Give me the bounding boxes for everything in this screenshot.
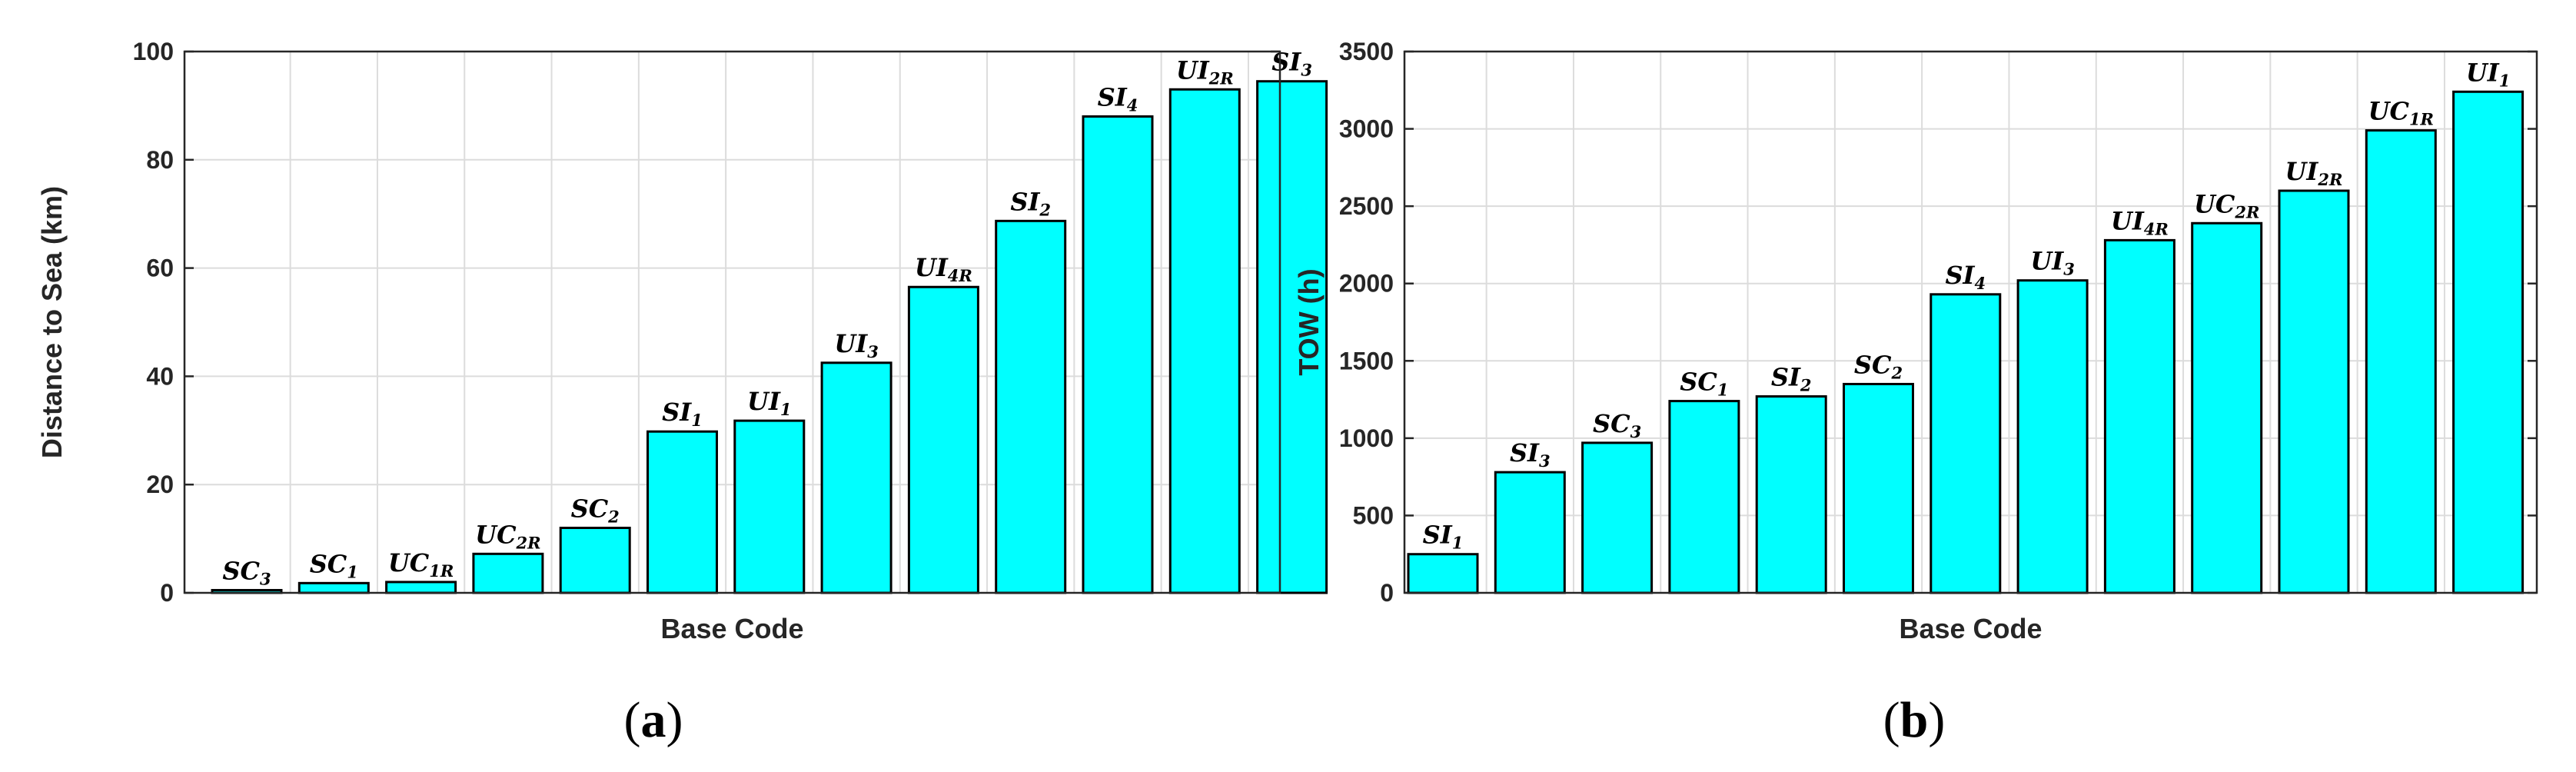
bar (2365, 129, 2437, 594)
bar (1668, 400, 1740, 594)
bar (907, 285, 979, 594)
y-axis-label: TOW (h) (1293, 268, 1325, 375)
bar (2191, 221, 2263, 594)
y-tick-label: 100 (133, 38, 174, 65)
bar-label: SI3 (1510, 438, 1551, 471)
y-tick-label: 80 (146, 146, 174, 174)
bar-label: UI4R (2111, 206, 2169, 238)
bar-label: UI1 (2466, 58, 2511, 90)
bar (1581, 441, 1654, 594)
bar (1494, 471, 1566, 594)
bar (995, 219, 1067, 594)
bar-label: UC2R (2194, 189, 2259, 221)
bar-label: SC2 (571, 494, 620, 527)
bar-label: UC1R (388, 548, 454, 581)
bar-label: SC2 (1854, 350, 1903, 382)
panel-label: (a) (624, 692, 683, 748)
panel-label: (b) (1883, 692, 1946, 748)
bar-label: UI3 (834, 329, 879, 361)
bar-label: SI4 (1945, 261, 1986, 293)
y-tick-label: 0 (160, 579, 174, 607)
bar (1407, 553, 1479, 594)
bar-label: SI3 (1271, 48, 1312, 80)
bar-label: SI2 (1771, 363, 1812, 395)
bar (1930, 293, 2002, 594)
plot-frame (1403, 50, 2538, 594)
y-tick-label: 500 (1353, 501, 1394, 529)
bar-label: UC1R (2368, 97, 2434, 129)
x-axis-label: Base Code (1899, 613, 2042, 644)
bar (472, 552, 544, 594)
x-axis-label: Base Code (660, 613, 803, 644)
bar (2278, 189, 2350, 594)
y-tick-label: 3000 (1339, 115, 1394, 143)
bar-label: SI2 (1010, 187, 1051, 219)
y-tick-label: 1000 (1339, 424, 1394, 452)
bar-label: SC1 (1680, 368, 1728, 400)
y-axis-label: Distance to Sea (km) (36, 186, 68, 458)
bar (1082, 115, 1154, 594)
bar (2103, 238, 2175, 594)
bar-label: SI4 (1098, 82, 1138, 115)
bar (2452, 90, 2524, 594)
bar-label: SI1 (662, 398, 703, 430)
bar-label: UI4R (915, 253, 972, 285)
bar (1256, 80, 1328, 594)
bar (646, 430, 718, 594)
chart-panel-b: 0 500 1000 1500 2000 2500 3000 3500 SI1 SI3 SC3 SC1… (1293, 38, 2538, 748)
bar-label: SI1 (1423, 521, 1464, 553)
y-tick-label: 3500 (1339, 38, 1394, 65)
bar (1168, 88, 1241, 594)
y-tick-label: 1500 (1339, 347, 1394, 374)
bar (820, 361, 892, 594)
bar (733, 419, 806, 594)
y-tick-label: 20 (146, 471, 174, 498)
y-tick-label: 0 (1380, 579, 1394, 607)
bar-label: UI2R (2285, 157, 2343, 189)
bar-label: SC3 (222, 556, 271, 588)
bar (2016, 279, 2089, 594)
chart-panel-a: 0 20 40 60 80 100 SC3 SC1 UC1R UC2R SC2 SI1 UI1 UI3 UI… (36, 38, 1328, 748)
bar-label: UI2R (1176, 55, 1234, 88)
bar-label: SC3 (1593, 409, 1641, 441)
y-tick-label: 2500 (1339, 192, 1394, 220)
plot-frame (183, 50, 1281, 594)
y-tick-label: 60 (146, 255, 174, 282)
y-tick-label: 40 (146, 362, 174, 390)
bar-label: UI1 (747, 387, 792, 419)
bar (385, 581, 457, 594)
y-tick-label: 2000 (1339, 270, 1394, 298)
bar-label: UI3 (2030, 247, 2075, 279)
bar (297, 581, 370, 594)
bar-label: UC2R (475, 520, 540, 552)
bar-label: SC1 (310, 549, 358, 581)
bar (1843, 382, 1914, 594)
bar (1755, 395, 1827, 594)
bar (559, 527, 631, 594)
